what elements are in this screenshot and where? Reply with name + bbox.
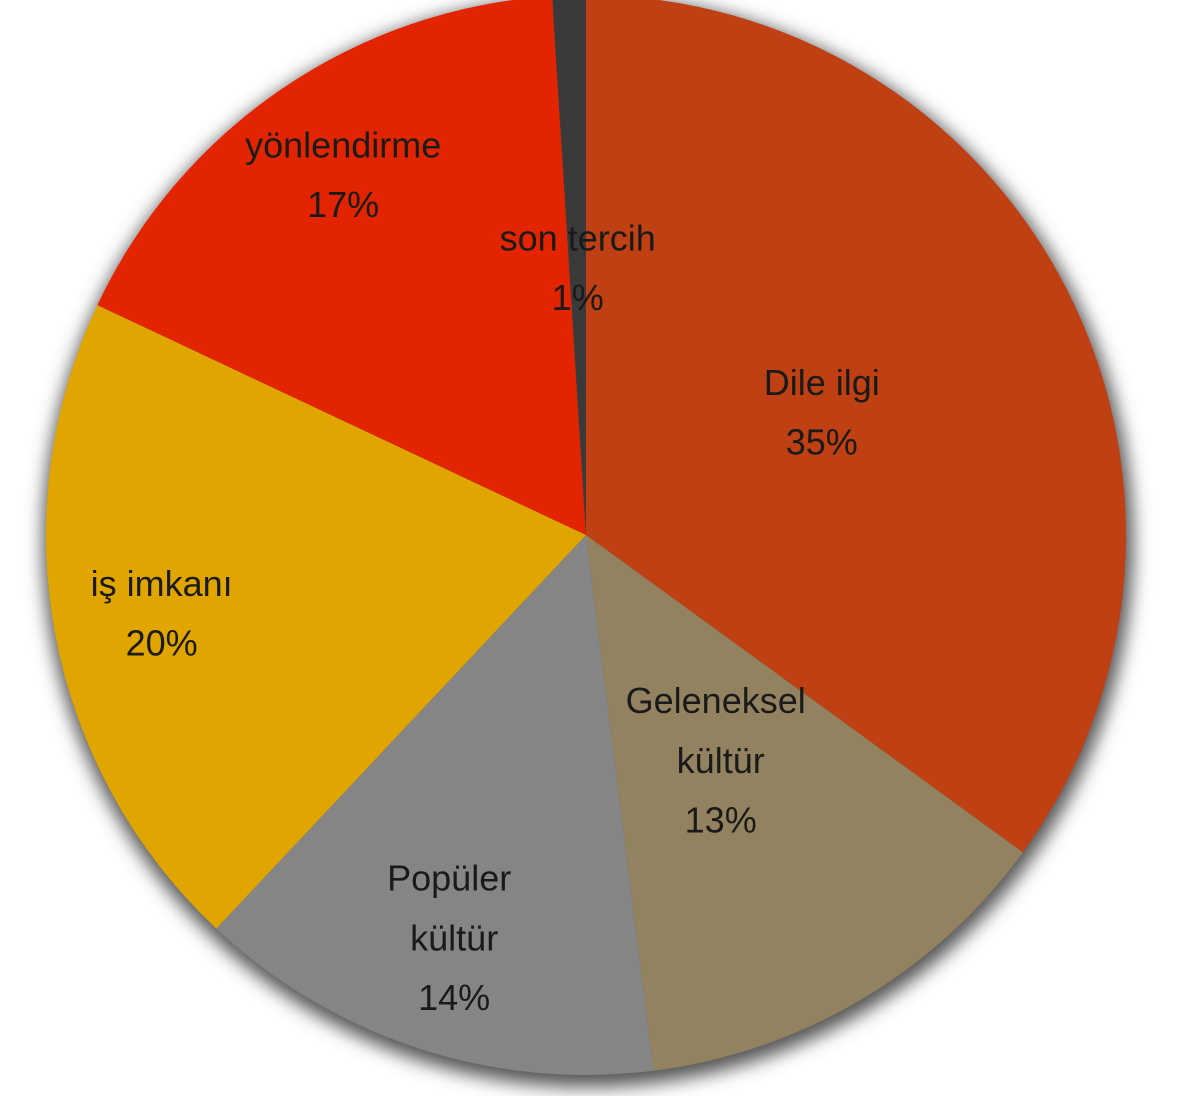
pie-slice [97, 0, 586, 535]
pie-slice [45, 305, 586, 929]
category-label-line: iş imkanı [91, 562, 233, 603]
category-label-line: son tercih [500, 217, 656, 258]
pie-slice [586, 535, 1023, 1071]
pie-slice [586, 0, 1126, 853]
category-label-line: Dile ilgi [764, 361, 880, 402]
category-label-line: kültür [410, 917, 498, 958]
slices [45, 0, 1126, 1075]
labels: Dile ilgi 35% Geleneksel kültür 13% Popüler … [91, 124, 880, 1018]
category-label: yönlendirme [245, 124, 441, 165]
category-label-line: Geleneksel [626, 679, 816, 720]
category-label-line: yönlendirme [245, 124, 441, 165]
value-label: 1% [552, 277, 604, 318]
category-label: son tercih [500, 217, 656, 258]
category-label-line: Popüler [387, 857, 521, 898]
category-label: Dile ilgi [764, 361, 880, 402]
category-label: Geleneksel kültür [626, 679, 816, 780]
pie-slice [216, 535, 654, 1075]
value-label: 14% [418, 977, 490, 1018]
value-label: 13% [685, 799, 757, 840]
value-label: 35% [786, 421, 858, 462]
category-label: Popüler kültür [387, 857, 521, 958]
value-label: 17% [307, 184, 379, 225]
pie-slice [552, 0, 586, 535]
value-label: 20% [126, 622, 198, 663]
category-label-line: kültür [677, 739, 765, 780]
category-label: iş imkanı [91, 562, 233, 603]
